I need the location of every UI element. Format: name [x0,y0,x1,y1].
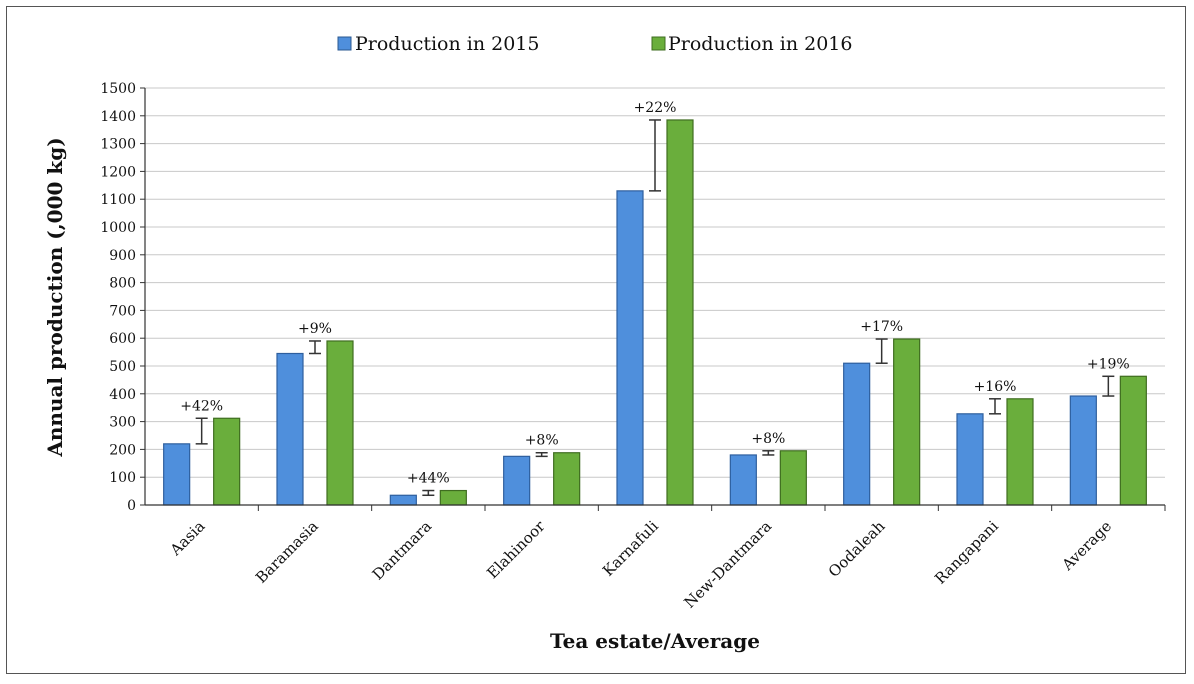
y-tick-label: 1000 [100,220,136,236]
x-tick-label: Elahinoor [483,517,549,583]
bar-2015 [163,443,191,506]
y-tick-label: 1300 [100,137,136,153]
y-axis-title: Annual production (,000 kg) [43,137,67,457]
legend-swatch-2015 [337,36,352,51]
y-tick-label: 200 [109,442,136,458]
x-tick-label: Karnafuli [599,517,662,580]
bar-2016 [1119,375,1147,506]
x-tick-labels: Aasia Baramasia Dantmara Elahinoor Karnafuli… [166,517,1115,612]
bar-2016 [893,338,921,506]
bar-2015 [1069,395,1097,506]
percent-change-label: +19% [1087,356,1130,372]
change-indicators [195,119,1115,497]
y-tick-label: 800 [109,276,136,292]
bar-2016 [1006,398,1034,506]
percent-change-label: +9% [298,321,332,337]
bar-2015 [729,454,757,506]
y-tick-label: 1200 [100,164,136,180]
bar-2015 [956,413,984,506]
x-tick-label: New-Dantmara [681,517,776,612]
percent-change-label: +8% [525,433,559,449]
legend-label-2015: Production in 2015 [355,33,539,55]
bar-2015 [616,190,644,506]
y-tick-label: 1500 [100,81,136,97]
bar-2016 [326,340,354,506]
y-tick-label: 900 [109,248,136,264]
y-tick-label: 600 [109,331,136,347]
percent-change-label: +17% [860,319,903,335]
y-tick-label: 400 [109,387,136,403]
percent-annotations: +42% +9% +44% +8% +22% +8% +17% +16% +19% [180,100,1130,487]
gridlines [140,87,1166,511]
axes [144,88,1165,506]
percent-change-label: +42% [180,398,223,414]
x-tick-label: Rangapani [931,517,1002,588]
y-tick-label: 1400 [100,109,136,125]
y-tick-labels: 0 100 200 300 400 500 600 700 800 900 1000 1100 1200… [100,81,136,514]
y-tick-label: 700 [109,303,136,319]
x-axis-title: Tea estate/Average [550,629,760,653]
bar-2016 [553,452,581,506]
y-tick-label: 100 [109,470,136,486]
bar-2015 [276,352,304,506]
x-tick-label: Oodaleah [825,517,889,581]
legend: Production in 2015 Production in 2016 [337,33,852,55]
y-tick-label: 0 [127,498,136,514]
bar-2016 [666,119,694,506]
bar-2015 [389,494,417,506]
x-tick-label: Average [1058,517,1115,574]
percent-change-label: +44% [407,471,450,487]
x-tick-label: Dantmara [369,517,435,583]
x-tick-label: Aasia [166,517,209,560]
y-tick-label: 1100 [100,192,136,208]
x-tick-label: Baramasia [252,517,322,587]
bar-2015 [503,455,531,506]
legend-swatch-2016 [651,36,666,51]
bar-2016 [779,450,807,506]
percent-change-label: +8% [751,431,785,447]
bar-2016 [213,417,241,506]
y-tick-label: 500 [109,359,136,375]
percent-change-label: +22% [634,100,677,116]
bar-2016 [439,489,467,506]
legend-label-2016: Production in 2016 [668,33,852,55]
chart-frame [6,6,1186,674]
percent-change-label: +16% [974,379,1017,395]
y-tick-label: 300 [109,415,136,431]
bar-2015 [843,362,871,506]
